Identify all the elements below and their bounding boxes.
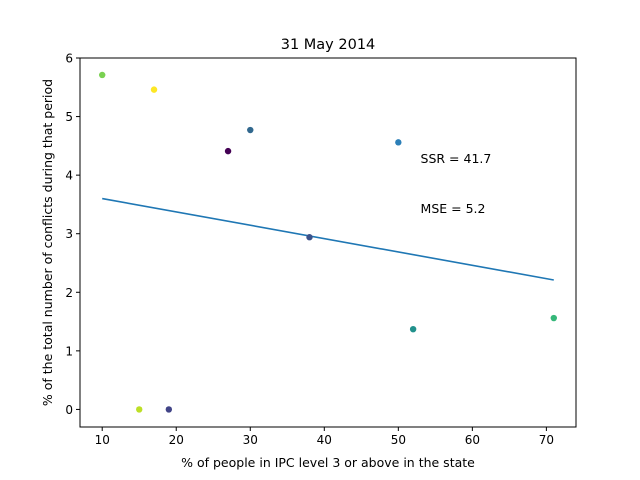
data-point-2 <box>150 86 158 93</box>
data-point-3 <box>224 147 232 155</box>
y-tick-label-3: 3 <box>65 227 73 241</box>
chart-title: 31 May 2014 <box>281 37 376 53</box>
data-point-4 <box>247 126 254 134</box>
data-point-6 <box>306 234 313 241</box>
data-point-9 <box>136 406 143 413</box>
data-point-1 <box>99 71 106 79</box>
y-axis-ticks: 0 1 2 3 4 5 6 <box>65 52 80 417</box>
annotation-1: SSR = 41.7 <box>421 151 492 166</box>
y-tick-label-6: 6 <box>65 52 73 66</box>
x-axis-ticks: 10 20 30 40 50 60 70 <box>95 427 554 447</box>
plot-area <box>79 57 577 428</box>
annotation-2: MSE = 5.2 <box>421 201 486 216</box>
y-tick-label-5: 5 <box>65 110 73 124</box>
x-tick-label-30: 30 <box>243 433 258 447</box>
x-tick-label-40: 40 <box>317 433 332 447</box>
x-tick-label-60: 60 <box>465 433 480 447</box>
x-tick-label-20: 20 <box>169 433 184 447</box>
regression-line <box>102 197 554 281</box>
x-tick-label-70: 70 <box>539 433 554 447</box>
y-tick-label-1: 1 <box>65 344 73 358</box>
y-tick-label-4: 4 <box>65 169 73 183</box>
x-tick-label-10: 10 <box>95 433 110 447</box>
y-axis-label: % of the total number of conflicts durin… <box>40 79 55 406</box>
x-tick-label-50: 50 <box>391 433 406 447</box>
x-axis-label: % of people in IPC level 3 or above in t… <box>181 455 475 470</box>
y-tick-label-2: 2 <box>65 286 73 300</box>
y-tick-label-0: 0 <box>65 403 73 417</box>
annotations-layer: SSR = 41.7 MSE = 5.2 <box>421 151 492 216</box>
data-point-8 <box>550 314 557 322</box>
points-layer <box>99 71 557 413</box>
regression-layer <box>102 197 554 281</box>
data-point-10 <box>165 406 173 413</box>
data-point-5 <box>395 139 402 146</box>
data-point-7 <box>409 325 417 333</box>
